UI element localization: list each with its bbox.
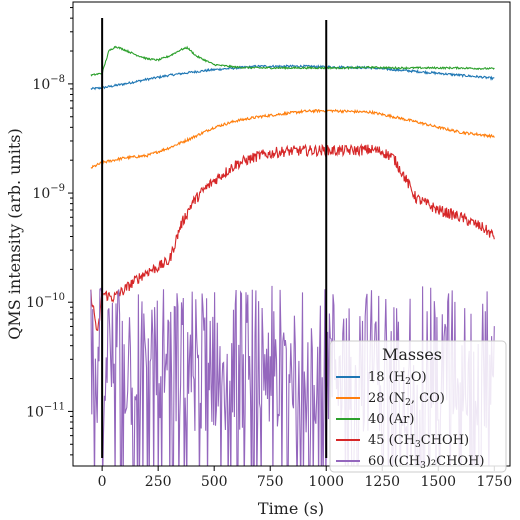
x-tick-label: 1250 <box>364 474 400 490</box>
legend-label: 45 (CH3CHOH) <box>368 433 469 450</box>
x-tick-label: 0 <box>98 474 107 490</box>
y-axis: 10−11 10−10 10−9 10−8 <box>26 7 73 456</box>
legend-box <box>329 340 507 473</box>
legend-label: 28 (N2, CO) <box>368 391 445 408</box>
series-line-2 <box>90 45 495 77</box>
y-tick-label: 10−9 <box>32 183 65 202</box>
series-line-4 <box>90 285 495 466</box>
series-line-1 <box>90 107 495 169</box>
x-tick-label: 1500 <box>420 474 456 490</box>
legend-label: 18 (H2O) <box>368 370 427 387</box>
y-tick-label: 10−8 <box>32 74 65 93</box>
legend-label: 40 (Ar) <box>368 412 414 427</box>
plot-frame <box>72 1 511 467</box>
x-tick-label: 750 <box>257 474 284 490</box>
series-layer <box>90 45 495 466</box>
y-tick-label: 10−11 <box>26 401 65 420</box>
x-axis-label: Time (s) <box>258 499 324 518</box>
series-line-0 <box>90 64 495 91</box>
y-axis-label: QMS intensity (arb. units) <box>5 128 24 340</box>
series-line-3 <box>90 143 495 331</box>
y-tick-label: 10−10 <box>26 292 65 311</box>
legend: Masses 18 (H2O) 28 (N2, CO) 40 (Ar) 45 (CH3C… <box>329 340 507 473</box>
legend-title: Masses <box>382 345 442 364</box>
x-tick-label: 1000 <box>308 474 344 490</box>
vline-layer <box>101 18 328 458</box>
legend-label: 60 ((CH3)₂CHOH) <box>368 454 484 471</box>
x-tick-label: 250 <box>145 474 172 490</box>
x-tick-label: 500 <box>201 474 228 490</box>
x-tick-label: 1750 <box>476 474 512 490</box>
